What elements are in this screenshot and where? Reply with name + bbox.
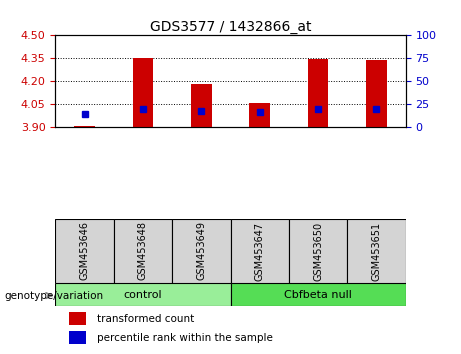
Bar (114, 219, 172, 283)
Bar (133, 58, 153, 127)
Text: GSM453650: GSM453650 (313, 221, 323, 280)
Bar (308, 59, 328, 127)
Bar (69, 312, 86, 325)
Bar (347, 219, 406, 283)
Text: Cbfbeta null: Cbfbeta null (284, 290, 352, 300)
Text: GSM453649: GSM453649 (196, 221, 207, 280)
Bar (55, 283, 230, 306)
Text: transformed count: transformed count (97, 314, 195, 324)
Bar (69, 331, 86, 344)
Text: GSM453648: GSM453648 (138, 221, 148, 280)
Bar (249, 103, 270, 127)
Bar (366, 60, 387, 127)
Text: genotype/variation: genotype/variation (5, 291, 104, 301)
Text: control: control (124, 290, 162, 300)
Bar (74, 126, 95, 127)
Bar (191, 85, 212, 127)
Bar (55, 219, 114, 283)
Text: GSM453646: GSM453646 (79, 221, 89, 280)
Text: GSM453647: GSM453647 (254, 221, 265, 280)
Text: GSM453651: GSM453651 (372, 221, 382, 280)
Text: percentile rank within the sample: percentile rank within the sample (97, 333, 273, 343)
Bar (172, 219, 230, 283)
Title: GDS3577 / 1432866_at: GDS3577 / 1432866_at (150, 21, 311, 34)
Bar (230, 283, 406, 306)
Bar (289, 219, 347, 283)
Bar (230, 219, 289, 283)
